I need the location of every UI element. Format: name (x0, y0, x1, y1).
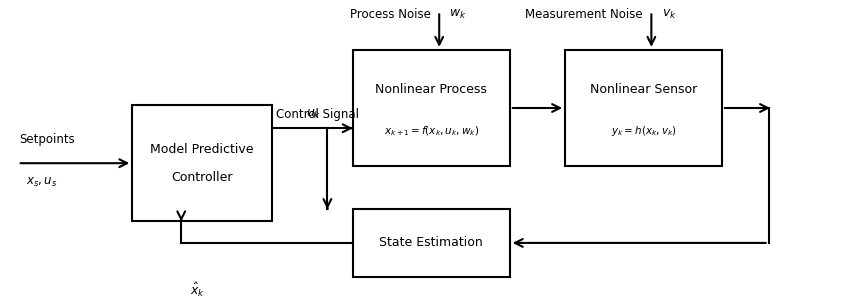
Text: Controller: Controller (172, 171, 233, 184)
Text: $w_k$: $w_k$ (450, 8, 467, 22)
Text: $y_k$$=$$h$$($$x_k$$,$$v_k$$)$: $y_k$$=$$h$$($$x_k$$,$$v_k$$)$ (610, 124, 677, 138)
Bar (565, 50, 722, 166)
Bar (133, 105, 272, 221)
Text: Control Signal: Control Signal (276, 107, 360, 120)
Text: $x_{k+1}$$=$$f$$($$x_k$$,$$u_k$$,$$w_k$$)$: $x_{k+1}$$=$$f$$($$x_k$$,$$u_k$$,$$w_k$$… (383, 124, 479, 138)
Text: Nonlinear Process: Nonlinear Process (376, 83, 487, 96)
Text: State Estimation: State Estimation (379, 237, 484, 249)
Text: $v_k$: $v_k$ (661, 8, 677, 22)
Bar (353, 50, 510, 166)
Text: $\hat{x}_k$: $\hat{x}_k$ (190, 281, 205, 299)
Text: Measurement Noise: Measurement Noise (525, 8, 643, 21)
Text: Model Predictive: Model Predictive (150, 143, 254, 156)
Text: $u_k$: $u_k$ (306, 107, 321, 120)
Text: $x_s, u_s$: $x_s, u_s$ (26, 176, 58, 188)
Text: Process Noise: Process Noise (350, 8, 431, 21)
Text: Setpoints: Setpoints (20, 133, 75, 146)
Bar (353, 209, 510, 277)
Text: Nonlinear Sensor: Nonlinear Sensor (590, 83, 697, 96)
